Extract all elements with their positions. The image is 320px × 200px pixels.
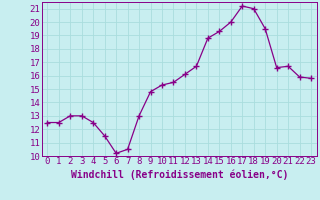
X-axis label: Windchill (Refroidissement éolien,°C): Windchill (Refroidissement éolien,°C) (70, 169, 288, 180)
